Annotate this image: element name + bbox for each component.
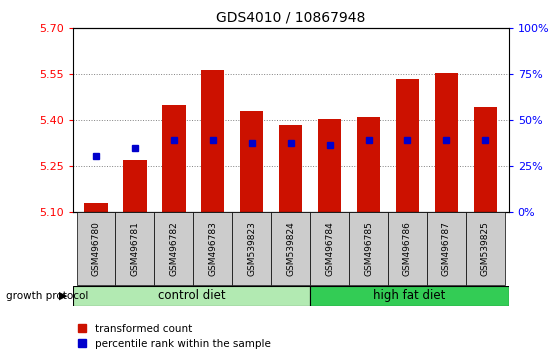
Text: GSM539825: GSM539825 [481, 221, 490, 276]
Text: GSM496782: GSM496782 [169, 221, 178, 276]
Legend: transformed count, percentile rank within the sample: transformed count, percentile rank withi… [78, 324, 271, 349]
Text: GSM496786: GSM496786 [403, 221, 412, 276]
Bar [279, 125, 302, 212]
Bar [240, 111, 263, 212]
Bar [84, 203, 108, 212]
FancyBboxPatch shape [77, 212, 116, 285]
Text: GSM496780: GSM496780 [92, 221, 101, 276]
Bar [473, 107, 497, 212]
Bar [396, 79, 419, 212]
FancyBboxPatch shape [466, 212, 505, 285]
Text: GSM496784: GSM496784 [325, 221, 334, 276]
Bar [318, 119, 342, 212]
FancyBboxPatch shape [310, 212, 349, 285]
Text: control diet: control diet [158, 290, 225, 302]
FancyBboxPatch shape [193, 212, 233, 285]
Text: GSM539824: GSM539824 [286, 221, 295, 276]
Text: GSM539823: GSM539823 [247, 221, 256, 276]
Bar [124, 160, 146, 212]
Text: GSM496783: GSM496783 [209, 221, 217, 276]
Text: GSM496781: GSM496781 [130, 221, 139, 276]
FancyBboxPatch shape [154, 212, 193, 285]
FancyBboxPatch shape [349, 212, 388, 285]
Title: GDS4010 / 10867948: GDS4010 / 10867948 [216, 10, 366, 24]
Bar [162, 105, 186, 212]
FancyBboxPatch shape [233, 212, 271, 285]
FancyBboxPatch shape [116, 212, 154, 285]
Text: growth protocol: growth protocol [6, 291, 88, 301]
Bar [201, 70, 225, 212]
Bar [435, 73, 458, 212]
Bar [310, 286, 509, 306]
Bar [357, 117, 380, 212]
FancyBboxPatch shape [271, 212, 310, 285]
Bar [73, 286, 310, 306]
FancyBboxPatch shape [427, 212, 466, 285]
Text: ▶: ▶ [59, 291, 67, 301]
Text: GSM496787: GSM496787 [442, 221, 451, 276]
FancyBboxPatch shape [388, 212, 427, 285]
Text: GSM496785: GSM496785 [364, 221, 373, 276]
Text: high fat diet: high fat diet [373, 290, 446, 302]
